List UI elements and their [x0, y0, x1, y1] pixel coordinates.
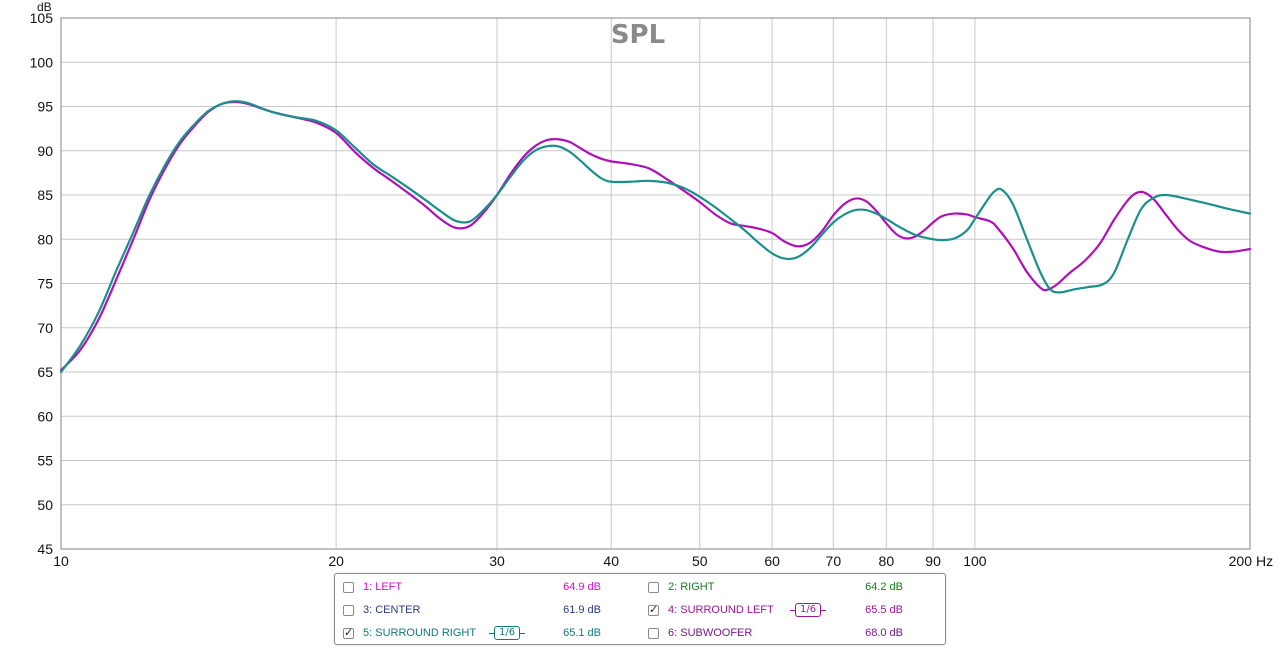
y-tick-label-55: 55	[37, 453, 53, 469]
legend-checkbox-center[interactable]	[343, 604, 354, 616]
legend-checkbox-left[interactable]	[343, 581, 354, 593]
y-tick-label-65: 65	[37, 364, 53, 380]
legend-label-surround-left: 4: SURROUND LEFT	[668, 604, 774, 616]
x-tick-label-30: 30	[489, 553, 505, 569]
legend-value-center: 61.9 dB	[563, 604, 601, 616]
x-tick-label-70: 70	[826, 553, 842, 569]
x-tick-label-10: 10	[53, 553, 69, 569]
y-tick-label-50: 50	[37, 497, 53, 513]
y-tick-label-80: 80	[37, 231, 53, 247]
legend-checkbox-right[interactable]	[648, 581, 659, 593]
x-tick-label-100: 100	[963, 553, 987, 569]
x-axis-unit: Hz	[1256, 553, 1273, 569]
y-tick-label-75: 75	[37, 276, 53, 292]
series-lines	[59, 100, 1252, 374]
y-tick-label-95: 95	[37, 99, 53, 115]
chart-title: SPL	[611, 20, 665, 50]
legend-item-surround-right[interactable]: 5: SURROUND RIGHT	[343, 625, 476, 641]
channel-legend: 1: LEFT 64.9 dB 2: RIGHT 64.2 dB 3: CENT…	[334, 573, 946, 645]
legend-label-surround-right: 5: SURROUND RIGHT	[363, 627, 477, 639]
x-tick-label-50: 50	[692, 553, 708, 569]
y-tick-label-45: 45	[37, 541, 53, 557]
legend-value-subwoofer: 68.0 dB	[865, 627, 903, 639]
legend-value-right: 64.2 dB	[865, 581, 903, 593]
y-axis-unit: dB	[37, 0, 52, 14]
legend-item-left[interactable]: 1: LEFT	[343, 579, 402, 595]
legend-checkbox-subwoofer[interactable]	[648, 627, 659, 639]
y-tick-label-100: 100	[30, 54, 54, 70]
y-tick-label-60: 60	[37, 408, 53, 424]
x-tick-label-60: 60	[764, 553, 780, 569]
y-tick-label-85: 85	[37, 187, 53, 203]
spl-chart: 45 50 55 60 65 70 75 80 85 90 95 100 105 10 20 30 40 50 60…	[30, 0, 1273, 569]
legend-label-subwoofer: 6: SUBWOOFER	[668, 627, 753, 639]
smoothing-label-surround-right: 1/6	[494, 626, 521, 640]
x-tick-label-200: 200	[1229, 553, 1253, 569]
x-tick-label-90: 90	[925, 553, 941, 569]
plot-frame	[60, 17, 1251, 550]
smoothing-label-surround-left: 1/6	[795, 603, 822, 617]
legend-checkbox-surround-right[interactable]	[343, 626, 354, 639]
legend-value-surround-left: 65.5 dB	[865, 604, 903, 616]
x-tick-label-80: 80	[879, 553, 895, 569]
grid	[60, 17, 1251, 550]
series-line-5-surround-right	[59, 100, 1252, 374]
legend-item-subwoofer[interactable]: 6: SUBWOOFER	[648, 625, 752, 641]
legend-value-left: 64.9 dB	[563, 581, 601, 593]
y-tick-label-70: 70	[37, 320, 53, 336]
legend-value-surround-right: 65.1 dB	[563, 627, 601, 639]
legend-checkbox-surround-left[interactable]	[648, 603, 659, 616]
x-tick-label-40: 40	[603, 553, 619, 569]
x-tick-label-20: 20	[328, 553, 344, 569]
legend-label-center: 3: CENTER	[363, 604, 421, 616]
axes: 45 50 55 60 65 70 75 80 85 90 95 100 105 10 20 30 40 50 60…	[30, 10, 1273, 569]
legend-item-surround-left[interactable]: 4: SURROUND LEFT	[648, 602, 774, 618]
legend-label-right: 2: RIGHT	[668, 581, 715, 593]
legend-item-center[interactable]: 3: CENTER	[343, 602, 420, 618]
smoothing-badge-surround-right[interactable]: 1/6	[489, 626, 526, 640]
legend-item-right[interactable]: 2: RIGHT	[648, 579, 714, 595]
smoothing-badge-surround-left[interactable]: 1/6	[790, 603, 827, 617]
y-tick-label-105: 105	[30, 10, 54, 26]
legend-label-left: 1: LEFT	[363, 581, 403, 593]
y-tick-label-90: 90	[37, 143, 53, 159]
